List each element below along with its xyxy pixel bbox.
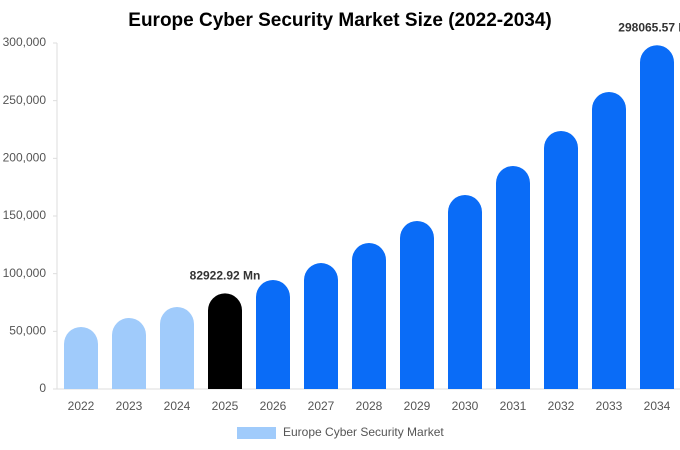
y-tick-label: 0 [39,381,46,395]
bar [208,293,242,389]
x-tick-label: 2023 [116,399,143,413]
data-label: 298065.57 Mn [618,20,680,34]
bar [256,280,290,389]
x-tick-label: 2030 [452,399,479,413]
y-tick-label: 100,000 [3,266,47,280]
x-tick-label: 2025 [212,399,239,413]
y-tick-label: 250,000 [3,93,47,107]
bar [304,263,338,389]
bar [112,317,146,389]
y-tick-label: 300,000 [3,35,47,49]
bar [352,242,386,389]
x-tick-label: 2034 [644,399,671,413]
y-tick-label: 50,000 [9,324,46,338]
legend-swatch [237,427,276,439]
x-tick-label: 2027 [308,399,335,413]
bar [64,326,98,389]
x-tick-label: 2029 [404,399,431,413]
y-tick-label: 150,000 [3,208,47,222]
bar [400,220,434,389]
data-label: 82922.92 Mn [190,269,261,283]
x-tick-label: 2033 [596,399,623,413]
legend-label: Europe Cyber Security Market [283,425,444,439]
bar [640,45,674,389]
x-tick-label: 2028 [356,399,383,413]
y-tick-label: 200,000 [3,151,47,165]
x-tick-label: 2031 [500,399,527,413]
bar [544,130,578,389]
x-tick-label: 2032 [548,399,575,413]
bar [448,195,482,389]
bar [496,165,530,389]
bar [592,92,626,390]
x-tick-label: 2026 [260,399,287,413]
bar [160,306,194,389]
x-tick-label: 2024 [164,399,191,413]
x-tick-label: 2022 [68,399,95,413]
chart-title: Europe Cyber Security Market Size (2022-… [128,10,551,31]
